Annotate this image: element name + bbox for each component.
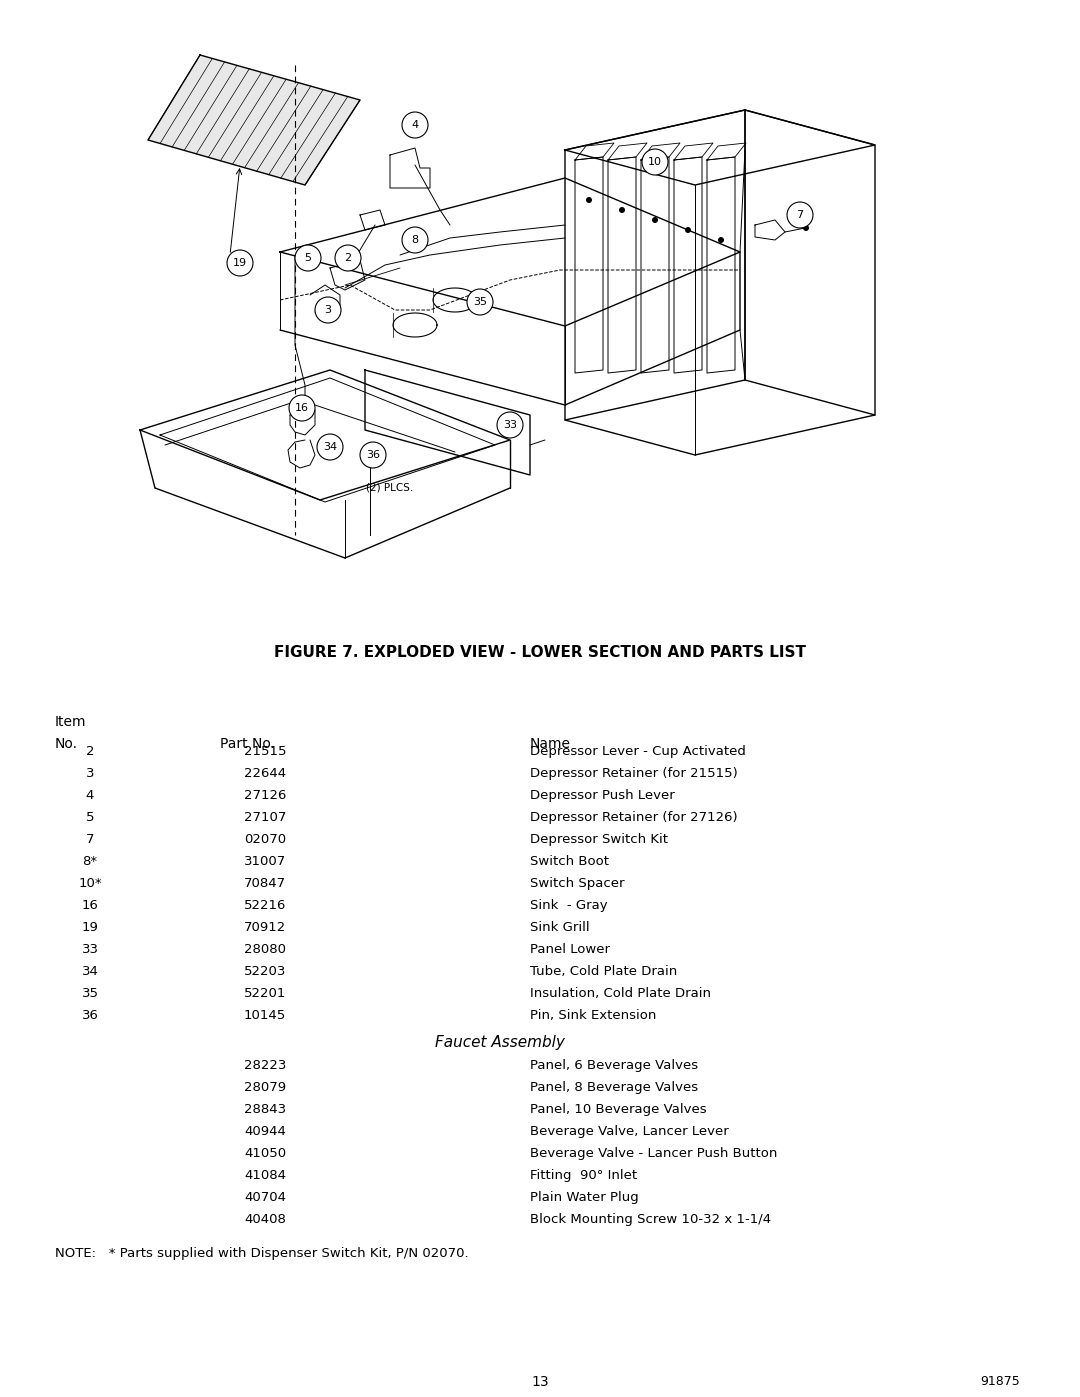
Polygon shape xyxy=(148,54,360,184)
Text: 3: 3 xyxy=(85,767,94,780)
Text: 4: 4 xyxy=(411,120,419,130)
Text: No.: No. xyxy=(55,738,78,752)
Text: 5: 5 xyxy=(85,812,94,824)
Circle shape xyxy=(718,237,724,243)
Text: 52203: 52203 xyxy=(244,965,286,978)
Text: 27126: 27126 xyxy=(244,789,286,802)
Text: 34: 34 xyxy=(82,965,98,978)
Circle shape xyxy=(295,244,321,271)
Text: Fitting  90° Inlet: Fitting 90° Inlet xyxy=(530,1169,637,1182)
Text: Depressor Switch Kit: Depressor Switch Kit xyxy=(530,833,669,847)
Circle shape xyxy=(586,197,592,203)
Text: 70912: 70912 xyxy=(244,921,286,935)
Text: Panel, 10 Beverage Valves: Panel, 10 Beverage Valves xyxy=(530,1104,706,1116)
Text: (2) PLCS.: (2) PLCS. xyxy=(366,483,414,493)
Text: Beverage Valve, Lancer Lever: Beverage Valve, Lancer Lever xyxy=(530,1125,729,1139)
Text: Panel, 6 Beverage Valves: Panel, 6 Beverage Valves xyxy=(530,1059,698,1071)
Text: Part No.: Part No. xyxy=(220,738,275,752)
Text: Depressor Retainer (for 27126): Depressor Retainer (for 27126) xyxy=(530,812,738,824)
Text: 16: 16 xyxy=(82,900,98,912)
Text: 28223: 28223 xyxy=(244,1059,286,1071)
Text: 33: 33 xyxy=(503,420,517,430)
Text: 22644: 22644 xyxy=(244,767,286,780)
Text: 36: 36 xyxy=(366,450,380,460)
Circle shape xyxy=(642,149,669,175)
Circle shape xyxy=(787,203,813,228)
Text: FIGURE 7. EXPLODED VIEW - LOWER SECTION AND PARTS LIST: FIGURE 7. EXPLODED VIEW - LOWER SECTION … xyxy=(274,645,806,659)
Circle shape xyxy=(467,289,492,314)
Circle shape xyxy=(318,434,343,460)
Text: 7: 7 xyxy=(796,210,804,219)
Circle shape xyxy=(619,207,625,212)
Text: Name: Name xyxy=(530,738,571,752)
Text: NOTE:   * Parts supplied with Dispenser Switch Kit, P/N 02070.: NOTE: * Parts supplied with Dispenser Sw… xyxy=(55,1248,469,1260)
Circle shape xyxy=(402,226,428,253)
Text: 4: 4 xyxy=(85,789,94,802)
Text: 16: 16 xyxy=(295,402,309,414)
Text: Plain Water Plug: Plain Water Plug xyxy=(530,1192,638,1204)
Text: 31007: 31007 xyxy=(244,855,286,868)
Text: Sink  - Gray: Sink - Gray xyxy=(530,900,608,912)
Circle shape xyxy=(315,298,341,323)
Circle shape xyxy=(652,217,658,224)
Text: 41050: 41050 xyxy=(244,1147,286,1160)
Circle shape xyxy=(360,441,386,468)
Text: 8*: 8* xyxy=(82,855,97,868)
Text: 13: 13 xyxy=(531,1375,549,1389)
Text: Pin, Sink Extension: Pin, Sink Extension xyxy=(530,1009,657,1023)
Text: 21515: 21515 xyxy=(244,745,286,759)
Text: 10145: 10145 xyxy=(244,1009,286,1023)
Circle shape xyxy=(685,226,691,233)
Text: 2: 2 xyxy=(85,745,94,759)
Text: 28080: 28080 xyxy=(244,943,286,956)
Text: Switch Boot: Switch Boot xyxy=(530,855,609,868)
Text: 28843: 28843 xyxy=(244,1104,286,1116)
Text: 19: 19 xyxy=(82,921,98,935)
Text: 35: 35 xyxy=(81,988,98,1000)
Text: Depressor Retainer (for 21515): Depressor Retainer (for 21515) xyxy=(530,767,738,780)
Text: 3: 3 xyxy=(324,305,332,314)
Circle shape xyxy=(804,225,809,231)
Text: 27107: 27107 xyxy=(244,812,286,824)
Text: 28079: 28079 xyxy=(244,1081,286,1094)
Text: Insulation, Cold Plate Drain: Insulation, Cold Plate Drain xyxy=(530,988,711,1000)
Circle shape xyxy=(289,395,315,420)
Text: 7: 7 xyxy=(85,833,94,847)
Text: 33: 33 xyxy=(81,943,98,956)
Text: 35: 35 xyxy=(473,298,487,307)
Text: Panel Lower: Panel Lower xyxy=(530,943,610,956)
Circle shape xyxy=(497,412,523,439)
Text: 70847: 70847 xyxy=(244,877,286,890)
Circle shape xyxy=(402,112,428,138)
Text: Block Mounting Screw 10-32 x 1-1/4: Block Mounting Screw 10-32 x 1-1/4 xyxy=(530,1213,771,1227)
Text: Sink Grill: Sink Grill xyxy=(530,921,590,935)
Text: 02070: 02070 xyxy=(244,833,286,847)
Text: 40408: 40408 xyxy=(244,1213,286,1227)
Text: Panel, 8 Beverage Valves: Panel, 8 Beverage Valves xyxy=(530,1081,698,1094)
Text: Faucet Assembly: Faucet Assembly xyxy=(435,1035,565,1051)
Text: 52216: 52216 xyxy=(244,900,286,912)
Text: Depressor Lever - Cup Activated: Depressor Lever - Cup Activated xyxy=(530,745,746,759)
Text: 41084: 41084 xyxy=(244,1169,286,1182)
Text: Tube, Cold Plate Drain: Tube, Cold Plate Drain xyxy=(530,965,677,978)
Text: 19: 19 xyxy=(233,258,247,268)
Text: Beverage Valve - Lancer Push Button: Beverage Valve - Lancer Push Button xyxy=(530,1147,778,1160)
Text: 40944: 40944 xyxy=(244,1125,286,1139)
Text: 10: 10 xyxy=(648,156,662,168)
Text: 40704: 40704 xyxy=(244,1192,286,1204)
Text: 8: 8 xyxy=(411,235,419,244)
Text: Depressor Push Lever: Depressor Push Lever xyxy=(530,789,675,802)
Text: 52201: 52201 xyxy=(244,988,286,1000)
Text: 34: 34 xyxy=(323,441,337,453)
Text: 36: 36 xyxy=(82,1009,98,1023)
Text: 91875: 91875 xyxy=(981,1375,1020,1389)
Text: Switch Spacer: Switch Spacer xyxy=(530,877,624,890)
Text: 5: 5 xyxy=(305,253,311,263)
Text: 2: 2 xyxy=(345,253,352,263)
Circle shape xyxy=(227,250,253,277)
Text: 10*: 10* xyxy=(78,877,102,890)
Circle shape xyxy=(335,244,361,271)
Text: Item: Item xyxy=(55,715,86,729)
